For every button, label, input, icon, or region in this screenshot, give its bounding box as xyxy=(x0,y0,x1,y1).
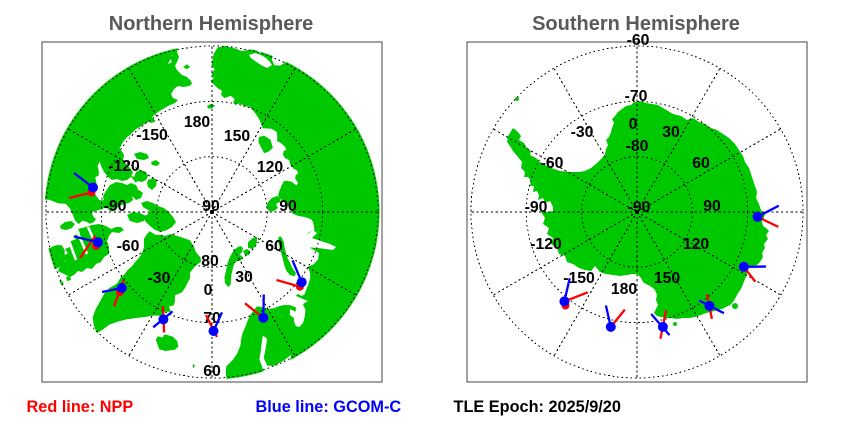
svg-text:60: 60 xyxy=(265,238,283,255)
svg-text:0: 0 xyxy=(204,282,213,299)
svg-text:80: 80 xyxy=(201,253,219,270)
svg-text:90: 90 xyxy=(279,198,297,215)
svg-text:Southern Hemisphere: Southern Hemisphere xyxy=(532,13,740,35)
svg-text:-60: -60 xyxy=(117,238,140,255)
svg-text:0: 0 xyxy=(629,116,638,133)
svg-text:-90: -90 xyxy=(525,199,548,216)
svg-text:-120: -120 xyxy=(108,158,140,175)
svg-text:-30: -30 xyxy=(148,270,171,287)
svg-text:90: 90 xyxy=(202,198,220,215)
svg-text:90: 90 xyxy=(703,198,721,215)
svg-text:Blue line: GCOM-C: Blue line: GCOM-C xyxy=(256,398,402,416)
svg-text:-90: -90 xyxy=(104,198,127,215)
svg-text:-30: -30 xyxy=(571,124,594,141)
svg-text:TLE Epoch: 2025/9/20: TLE Epoch: 2025/9/20 xyxy=(454,398,621,416)
svg-text:30: 30 xyxy=(662,124,680,141)
svg-text:-120: -120 xyxy=(530,236,562,253)
svg-text:150: 150 xyxy=(654,270,681,287)
svg-text:60: 60 xyxy=(203,363,221,380)
svg-text:-60: -60 xyxy=(541,155,564,172)
svg-text:30: 30 xyxy=(235,269,253,286)
svg-text:-70: -70 xyxy=(625,88,648,105)
svg-text:Red line: NPP: Red line: NPP xyxy=(27,398,134,416)
svg-text:-150: -150 xyxy=(136,127,168,144)
svg-text:-80: -80 xyxy=(626,138,649,155)
svg-text:150: 150 xyxy=(224,128,251,145)
svg-text:Northern Hemisphere: Northern Hemisphere xyxy=(109,13,314,35)
svg-text:120: 120 xyxy=(683,236,710,253)
svg-text:-90: -90 xyxy=(628,199,651,216)
svg-text:60: 60 xyxy=(692,155,710,172)
svg-text:180: 180 xyxy=(611,281,638,298)
svg-text:180: 180 xyxy=(184,114,211,131)
svg-text:120: 120 xyxy=(257,159,284,176)
